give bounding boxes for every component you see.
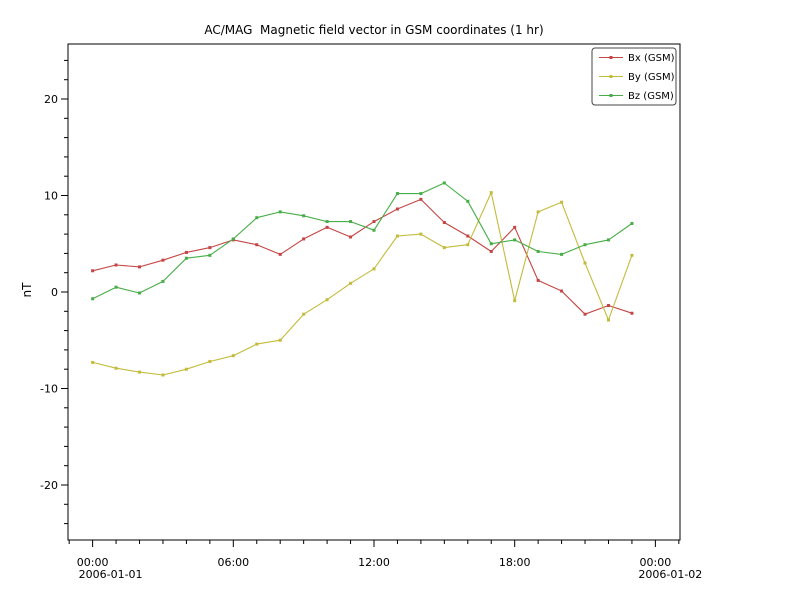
- series-bx-gsm: [91, 197, 634, 316]
- legend-item-bz-gsm: Bz (GSM): [599, 91, 674, 102]
- legend-label: By (GSM): [628, 72, 675, 83]
- y-axis: -20 -10 0 10 20: [40, 59, 68, 525]
- legend-marker-bx-gsm: [609, 56, 613, 59]
- legend-marker-by-gsm: [609, 75, 613, 78]
- legend-label: Bz (GSM): [628, 91, 674, 102]
- legend-item-by-gsm: By (GSM): [599, 72, 675, 83]
- x-tick-label: 00:00: [640, 556, 672, 569]
- legend-marker-bz-gsm: [609, 94, 613, 97]
- plot-border: [67, 43, 681, 541]
- chart-title: AC/MAG Magnetic field vector in GSM coor…: [204, 23, 544, 37]
- y-tick-label: -20: [40, 479, 58, 492]
- series-bz-gsm: [91, 181, 634, 301]
- x-start-date-label: 2006-01-01: [79, 568, 143, 581]
- y-tick-label: -10: [40, 382, 58, 395]
- x-tick-label: 18:00: [499, 556, 531, 569]
- y-tick-label: 20: [44, 93, 58, 106]
- y-tick-label: 0: [51, 286, 58, 299]
- x-end-date-label: 2006-01-02: [638, 568, 702, 581]
- legend: Bx (GSM) By (GSM) Bz (GSM): [591, 47, 677, 106]
- series-by-gsm: [91, 191, 634, 377]
- x-tick-label: 06:00: [217, 556, 249, 569]
- legend-item-bx-gsm: Bx (GSM): [599, 53, 675, 64]
- legend-box: [591, 47, 677, 106]
- x-tick-label: 12:00: [358, 556, 390, 569]
- y-tick-label: 10: [44, 190, 58, 203]
- x-tick-label: 00:00: [77, 556, 109, 569]
- legend-label: Bx (GSM): [628, 53, 675, 64]
